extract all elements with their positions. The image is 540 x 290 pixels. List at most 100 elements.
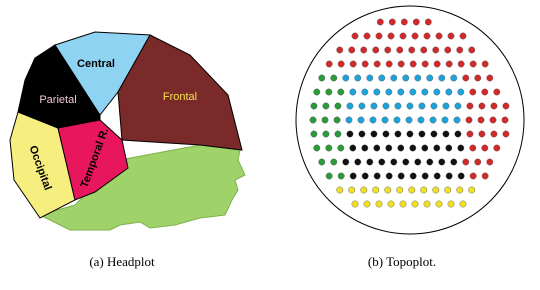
electrode <box>409 47 415 53</box>
electrode <box>400 201 406 207</box>
electrode <box>409 187 415 193</box>
electrode <box>350 173 356 179</box>
electrode <box>422 89 428 95</box>
caption: (a) Headplot <box>89 254 155 269</box>
electrode <box>386 61 392 67</box>
electrode <box>466 117 472 123</box>
electrode <box>398 61 404 67</box>
electrode <box>403 75 409 81</box>
headplot: Central Frontal Parietal Occipital Tempo… <box>10 32 245 230</box>
electrode <box>467 103 473 109</box>
electrode <box>460 33 466 39</box>
electrode <box>491 131 497 137</box>
electrode <box>379 75 385 81</box>
electrode <box>412 33 418 39</box>
electrode <box>326 173 332 179</box>
electrode <box>352 33 358 39</box>
electrode <box>326 61 332 67</box>
electrode <box>446 61 452 67</box>
electrode <box>383 131 389 137</box>
electrode <box>422 61 428 67</box>
electrode <box>362 89 368 95</box>
electrode <box>469 47 475 53</box>
electrode <box>374 89 380 95</box>
electrode <box>410 61 416 67</box>
electrode <box>487 159 493 165</box>
electrode <box>460 201 466 207</box>
electrode <box>314 89 320 95</box>
region-label: Parietal <box>39 94 76 106</box>
electrode <box>376 33 382 39</box>
electrode <box>338 61 344 67</box>
electrode <box>322 117 328 123</box>
electrode <box>338 89 344 95</box>
electrode <box>479 103 485 109</box>
electrode <box>385 187 391 193</box>
electrode <box>376 201 382 207</box>
electrode <box>355 75 361 81</box>
electrode <box>419 103 425 109</box>
electrode <box>439 159 445 165</box>
electrode <box>374 145 380 151</box>
electrode <box>445 47 451 53</box>
electrode <box>458 173 464 179</box>
electrode <box>469 187 475 193</box>
electrode <box>448 201 454 207</box>
electrode <box>421 187 427 193</box>
electrode <box>338 145 344 151</box>
electrode <box>362 61 368 67</box>
electrode <box>337 47 343 53</box>
electrode <box>335 131 341 137</box>
electrode <box>421 47 427 53</box>
electrode <box>311 131 317 137</box>
electrode <box>343 159 349 165</box>
electrode <box>427 159 433 165</box>
electrode <box>323 131 329 137</box>
electrode <box>335 103 341 109</box>
electrode <box>475 75 481 81</box>
electrode <box>448 33 454 39</box>
electrode <box>436 201 442 207</box>
electrode <box>470 61 476 67</box>
electrode <box>401 19 407 25</box>
electrode <box>422 173 428 179</box>
electrode <box>407 131 413 137</box>
electrode <box>418 117 424 123</box>
electrode <box>415 75 421 81</box>
electrode <box>455 131 461 137</box>
electrode <box>395 103 401 109</box>
electrode <box>434 145 440 151</box>
electrode <box>494 89 500 95</box>
electrode <box>482 89 488 95</box>
electrode <box>424 33 430 39</box>
electrode <box>415 159 421 165</box>
electrode <box>377 19 383 25</box>
electrode <box>314 145 320 151</box>
electrode <box>319 159 325 165</box>
electrode <box>385 47 391 53</box>
electrode <box>446 173 452 179</box>
electrode <box>451 159 457 165</box>
electrode <box>427 75 433 81</box>
electrode <box>470 89 476 95</box>
electrode <box>433 187 439 193</box>
figure: Central Frontal Parietal Occipital Tempo… <box>0 0 540 285</box>
electrode <box>434 89 440 95</box>
electrode <box>338 173 344 179</box>
electrode <box>410 145 416 151</box>
electrode <box>350 145 356 151</box>
electrode <box>455 103 461 109</box>
electrode <box>398 89 404 95</box>
electrode <box>503 131 509 137</box>
electrode <box>383 103 389 109</box>
electrode <box>319 75 325 81</box>
electrode <box>457 187 463 193</box>
electrode <box>347 131 353 137</box>
electrode <box>395 131 401 137</box>
electrode <box>349 187 355 193</box>
electrode <box>347 103 353 109</box>
electrode <box>326 145 332 151</box>
electrode <box>470 145 476 151</box>
electrode <box>398 145 404 151</box>
caption: (b) Topoplot. <box>368 254 436 269</box>
